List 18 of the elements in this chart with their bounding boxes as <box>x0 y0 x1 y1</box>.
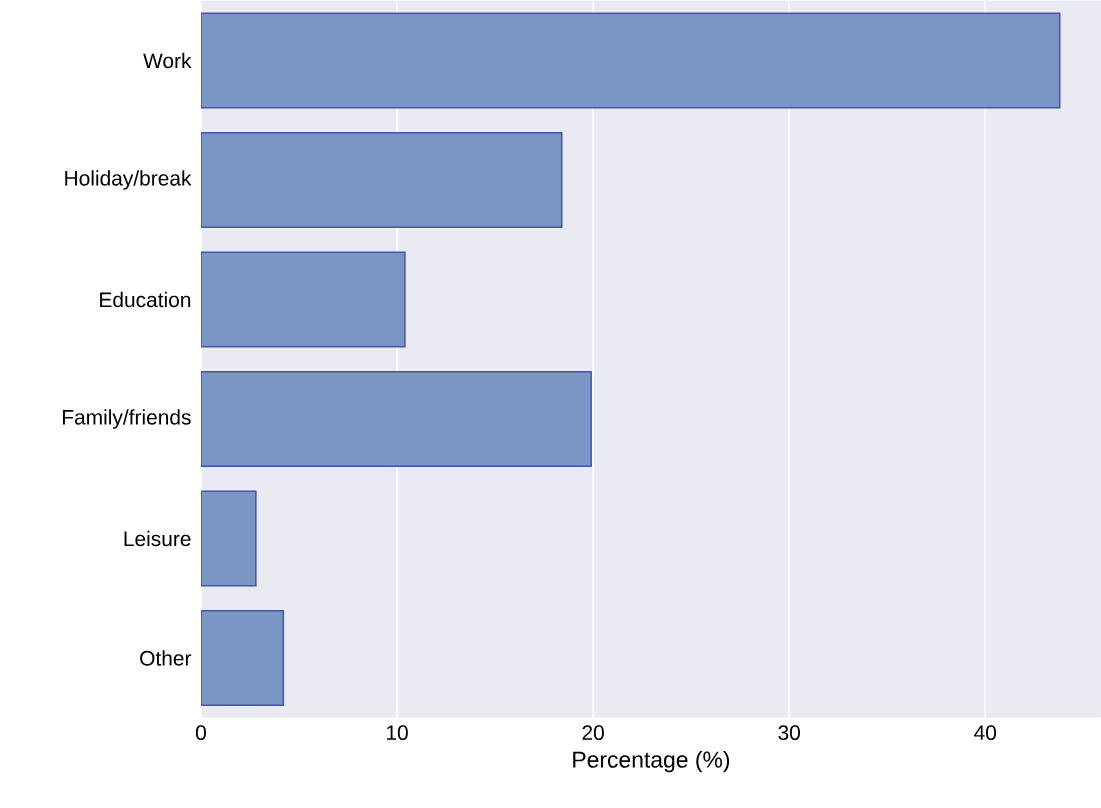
y-tick-label: Family/friends <box>62 409 191 429</box>
bar <box>200 371 592 468</box>
y-tick-label: Other <box>140 650 192 666</box>
x-tick-label: 0 <box>195 725 206 741</box>
bar <box>200 490 257 587</box>
x-axis-title: Percentage (%) <box>573 751 730 773</box>
y-tick-label: Holiday/break <box>65 170 192 190</box>
x-tick-label: 20 <box>582 725 604 741</box>
y-tick-label: Education <box>100 291 191 308</box>
x-tick-label: 10 <box>387 725 408 741</box>
x-tick-label: 30 <box>778 725 800 741</box>
y-tick-label: Work <box>143 53 192 69</box>
bar <box>200 251 406 348</box>
y-tick-label: Leisure <box>124 530 191 547</box>
x-tick-label: 40 <box>974 725 997 741</box>
bar <box>200 12 1061 109</box>
bar <box>200 610 285 707</box>
bar <box>200 132 563 229</box>
